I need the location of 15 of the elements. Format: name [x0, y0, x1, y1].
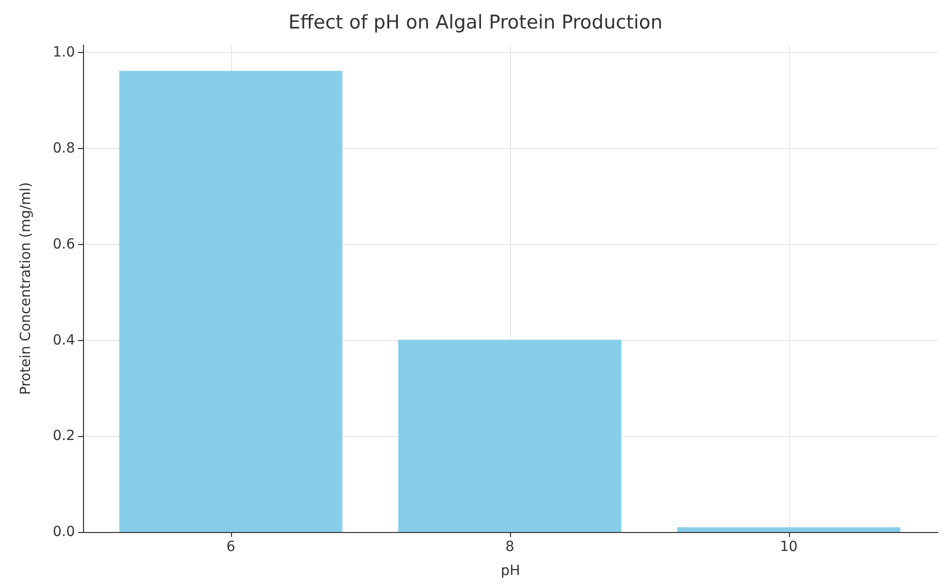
y-axis-title: Protein Concentration (mg/ml) — [18, 182, 34, 395]
bar — [119, 70, 342, 532]
bar — [398, 340, 622, 532]
y-tick-label: 0.2 — [52, 428, 75, 444]
y-tick-label: 0.0 — [52, 524, 75, 540]
y-tick-label: 0.4 — [52, 332, 76, 348]
x-tick-label: 6 — [226, 539, 236, 555]
x-tick-label: 10 — [780, 539, 798, 555]
chart-title: Effect of pH on Algal Protein Production — [288, 12, 663, 34]
y-tick-label: 0.6 — [52, 236, 76, 252]
y-tick-label: 0.8 — [52, 140, 75, 157]
bar — [677, 527, 900, 532]
x-tick-label: 8 — [505, 539, 514, 555]
x-axis-title: pH — [500, 563, 520, 579]
y-tick-label: 1.0 — [52, 44, 75, 61]
